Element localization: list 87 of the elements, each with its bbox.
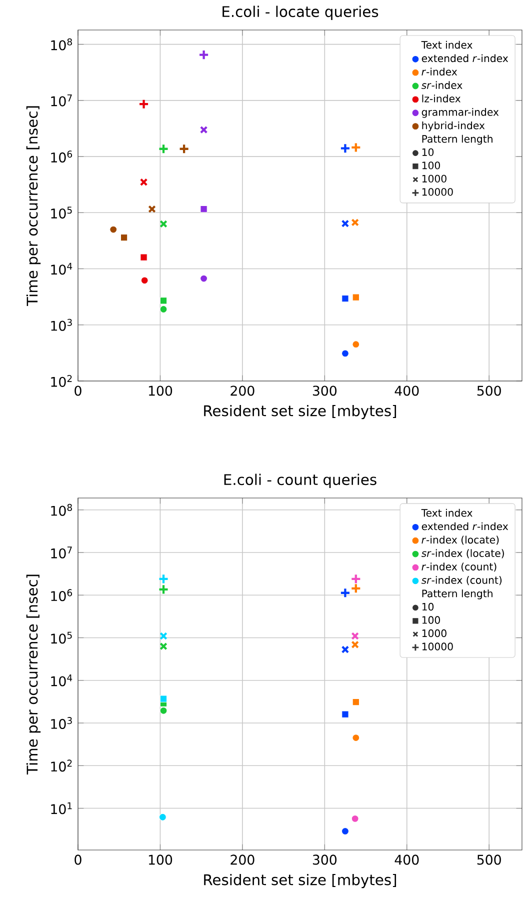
legend-label: lz-index [422,94,461,102]
point [160,632,168,640]
legend-label: hybrid-index [422,121,485,132]
x-axis-title: Resident set size [mbytes] [204,404,396,420]
point [200,274,208,282]
legend-label: 100 [422,616,440,624]
legend-label: sr-index (count) [421,576,502,586]
point [351,632,359,640]
point [160,297,168,304]
y-tick-label: 10$^{5}$ [51,632,72,644]
point [140,178,148,186]
x-tick-label: 200 [230,854,254,865]
point [352,698,360,706]
y-tick-label: 10$^{1}$ [51,802,72,814]
legend-label: 10000 [422,642,453,650]
y-tick-label: 10$^{6}$ [51,150,72,163]
legend-label: 1000 [422,174,446,182]
point [341,646,350,654]
legend-label: 100 [422,162,440,170]
point [342,294,349,302]
text: Text index [421,40,472,49]
point [158,813,166,821]
y-axis-title: Time per occurrence [nsec] [26,574,41,775]
point [341,220,350,228]
y-tick-label: 10$^{6}$ [51,589,72,602]
y-tick-label: 10$^{7}$ [51,546,72,558]
point [341,350,349,358]
point [351,640,359,649]
point [342,710,349,718]
y-tick-label: 10$^{8}$ [51,504,72,516]
legend-label: 10 [422,148,434,156]
y-tick-label: 10$^{3}$ [51,717,72,729]
point [200,205,208,213]
point [351,218,359,226]
y-tick-label: 10$^{7}$ [51,94,72,106]
y-tick-label: 10$^{3}$ [51,318,72,331]
legend-label: r-index (locate) [422,536,499,545]
x-tick-label: 400 [394,386,419,396]
y-tick-label: 10$^{4}$ [51,262,72,275]
y-tick-label: 10$^{5}$ [51,206,72,219]
x-tick-label: 500 [477,386,501,396]
x-tick-label: 0 [74,386,82,396]
text: Pattern length [422,589,492,600]
point [160,306,168,313]
legend-label: 10 [422,602,434,611]
text: Pattern length [422,134,492,145]
chart-title: E.coli - count queries [224,474,376,488]
y-tick-label: 10$^{2}$ [51,760,72,772]
x-tick-label: 100 [148,386,172,396]
legend-label: sr-index [421,81,462,90]
point [160,706,168,714]
x-tick-label: 0 [74,854,82,865]
legend-label: r-index (count) [422,562,496,572]
point [140,254,148,261]
x-tick-label: 500 [477,854,501,865]
point [140,276,148,284]
legend-label: grammar-index [422,108,499,118]
legend-label: r-index [422,68,458,76]
point [352,340,360,348]
legend-label: 1000 [422,629,446,638]
point [120,234,128,242]
x-tick-label: 300 [312,386,336,396]
chart-title: E.coli - locate queries [222,6,378,20]
x-tick-label: 300 [312,854,336,865]
point [160,642,168,650]
x-tick-label: 100 [148,854,172,865]
x-tick-label: 400 [394,854,419,865]
legend-label: extended r-index [422,54,508,62]
legend-label: extended r-index [422,522,508,530]
point [110,226,118,234]
x-axis-title: Resident set size [mbytes] [204,874,396,888]
point [341,827,349,835]
point [160,695,168,702]
y-tick-label: 10$^{2}$ [51,375,72,387]
legend-label: sr-index (locate) [421,549,504,558]
point [148,205,156,213]
legend-label: 10000 [422,188,453,196]
point [351,814,359,822]
y-axis-title: Time per occurrence [nsec] [26,106,41,306]
y-tick-label: 10$^{4}$ [51,674,72,686]
y-tick-label: 10$^{8}$ [51,38,72,50]
x-tick-label: 200 [230,386,254,396]
point [160,220,168,228]
text: Text index [421,508,472,517]
point [200,126,208,134]
point [352,734,360,742]
point [352,294,360,301]
